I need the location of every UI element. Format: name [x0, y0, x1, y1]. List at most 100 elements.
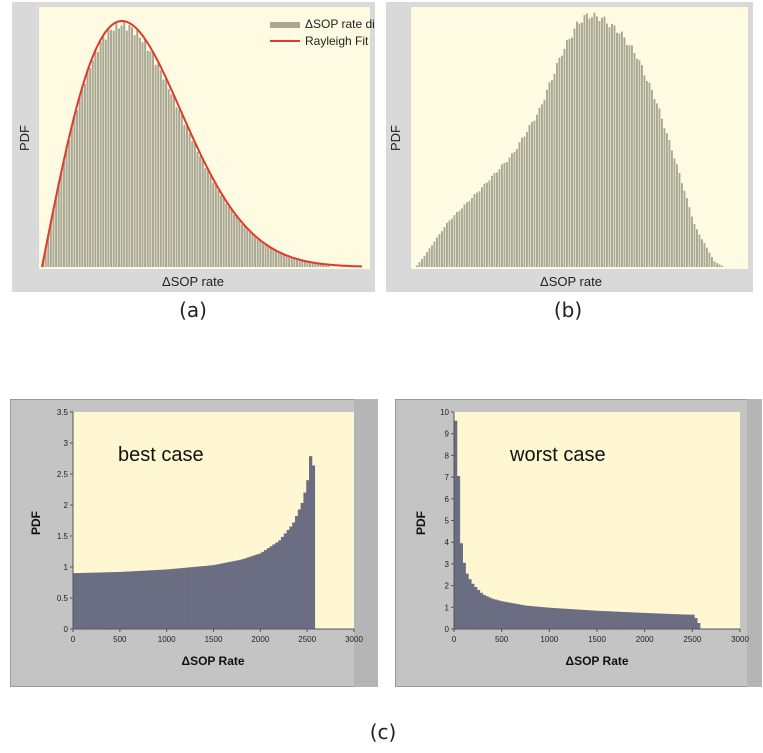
chart-a-hist-bar	[133, 35, 136, 267]
chart-c-right-ytick-label: 0	[445, 625, 450, 634]
chart-b: PDF ΔSOP rate	[386, 2, 753, 292]
chart-b-hist-bar	[636, 58, 638, 267]
chart-a-hist-bar	[277, 252, 280, 267]
chart-c-left-hist-bar	[221, 563, 226, 629]
chart-a-hist-bar	[238, 220, 241, 267]
chart-a-hist-bar	[128, 24, 131, 267]
chart-a-hist-bar	[115, 21, 118, 268]
chart-a-hist-bar	[141, 42, 144, 267]
chart-c-right-hist-bar	[602, 611, 606, 629]
chart-a-hist-bar	[225, 203, 228, 267]
chart-c-right-hist-bar	[522, 605, 526, 629]
chart-c-left-hist-bar	[191, 567, 195, 629]
chart-c-right-hist-bar	[677, 614, 681, 629]
chart-a-hist-bar	[303, 261, 306, 267]
chart-c-right-plot-area	[454, 412, 740, 629]
chart-b-hist-bar	[648, 82, 651, 268]
chart-a-hist-bar	[204, 168, 207, 267]
chart-c-right-hist-bar	[645, 613, 649, 629]
chart-b-hist-bar	[506, 161, 508, 267]
chart-b-hist-bar	[501, 164, 503, 267]
chart-b-hist-bar	[641, 65, 643, 268]
chart-c-right-hist-bar	[648, 613, 652, 629]
chart-a-hist-bar	[295, 259, 298, 267]
chart-b-hist-bar	[543, 99, 546, 267]
chart-b-hist-bar	[608, 27, 611, 267]
chart-b-hist-bar	[598, 20, 601, 268]
chart-b-hist-bar	[458, 210, 461, 267]
chart-a-hist-bar	[102, 36, 105, 267]
chart-c-right-hist-bar	[591, 610, 595, 629]
chart-c-right-hist-bar	[651, 613, 655, 629]
chart-c-left-hist-bar	[129, 571, 133, 629]
chart-b-hist-bar	[438, 234, 441, 267]
chart-b-hist-bar	[708, 252, 711, 267]
chart-b-hist-bar	[611, 23, 613, 267]
chart-a-hist-bar	[267, 246, 270, 267]
chart-b-hist-bar	[461, 208, 463, 267]
chart-a-hist-bar	[214, 184, 217, 267]
chart-c-left-xtick-label: 2000	[251, 635, 269, 644]
chart-c-left-hist-bar	[241, 559, 245, 629]
chart-b-hist-bar	[583, 15, 586, 268]
chart-c-left-hist-bar	[230, 561, 234, 629]
chart-a-hist-bar	[151, 53, 154, 268]
chart-a-legend-hist: ΔSOP rate distribution	[305, 17, 375, 31]
chart-b-hist-bar	[578, 23, 581, 268]
chart-b-hist-bar	[551, 80, 553, 267]
chart-a-hist-bar	[73, 115, 76, 268]
chart-c-right-hist-bar	[579, 609, 584, 629]
chart-c-right-xtick-label: 3000	[731, 635, 749, 644]
chart-a-hist-bar	[117, 28, 120, 268]
chart-c-right-ytick-label: 5	[445, 517, 450, 526]
chart-c-left-axes: 0 500 1000 1500 2000 2500 3000 0 0.5 1 1.5 2 2.5 3 3.5	[57, 408, 364, 644]
chart-c-left-ytick-label: 2	[64, 501, 69, 510]
chart-c-left-hist-bar	[233, 560, 237, 629]
chart-a: ΔSOP rate distribution Rayleigh Fit PDF …	[12, 2, 424, 292]
chart-a-rayleigh-fit-line	[41, 19, 363, 268]
chart-c-right-hist-bar	[619, 611, 624, 629]
chart-b-hist-bar	[721, 265, 723, 267]
chart-b-hist-bar	[491, 175, 493, 267]
chart-a-hist-bar	[261, 243, 264, 267]
chart-a-legend-fit: Rayleigh Fit	[305, 34, 369, 48]
chart-a-hist-bar	[269, 248, 272, 267]
chart-a-hist-bar	[212, 182, 215, 267]
chart-c-right-hist-bar	[528, 605, 532, 629]
chart-a-hist-bar	[282, 254, 285, 267]
chart-a-hist-bar	[285, 255, 288, 267]
chart-c-left-hist-bar	[297, 509, 302, 629]
chart-b-xlabel: ΔSOP rate	[540, 274, 602, 289]
chart-b-hist-bar	[686, 197, 688, 267]
chart-c-left-hist-bar	[81, 572, 85, 629]
chart-c-right-hist-bar	[662, 613, 667, 629]
chart-a-hist-bar	[159, 70, 162, 268]
chart-b-hist-bar	[628, 45, 631, 267]
chart-a-hist-bar	[175, 107, 178, 267]
caption-b: (b)	[553, 298, 583, 322]
chart-a-hist-bar	[254, 237, 257, 267]
chart-c-right-hist-bar	[599, 610, 604, 629]
chart-c-left-ytick-label: 0.5	[57, 594, 69, 603]
chart-c-right-ytick-label: 7	[445, 473, 450, 482]
chart-c-left-hist-bar	[73, 573, 77, 629]
caption-a: (a)	[179, 298, 207, 322]
chart-a-hist-bar	[311, 262, 314, 267]
chart-c-left-hist-bar	[115, 572, 119, 629]
chart-c-right-xtick-label: 500	[495, 635, 509, 644]
chart-c-left-hist-bar	[306, 480, 310, 629]
chart-a-hist-bar	[272, 249, 275, 267]
chart-c-left-hist-bar	[272, 544, 276, 629]
chart-c-left-xtick-label: 2500	[298, 635, 316, 644]
chart-a-hist-bar	[136, 29, 139, 267]
chart-c-right-ytick-label: 6	[445, 495, 450, 504]
chart-b-hist-bar	[696, 229, 698, 267]
chart-b-hist-bar	[653, 99, 656, 267]
chart-c-right-bars	[454, 420, 701, 629]
chart-c-left-hist-bar	[224, 562, 228, 629]
chart-a-hist-bar	[196, 151, 199, 267]
chart-b-hist-bar	[581, 22, 583, 268]
chart-a-hist-bar	[240, 224, 243, 267]
chart-b-hist-bar	[656, 103, 658, 267]
chart-c-right-axes: 0 500 1000 1500 2000 2500 3000 0 1 2 3 4 5 6 7 8 9 10	[440, 408, 749, 644]
